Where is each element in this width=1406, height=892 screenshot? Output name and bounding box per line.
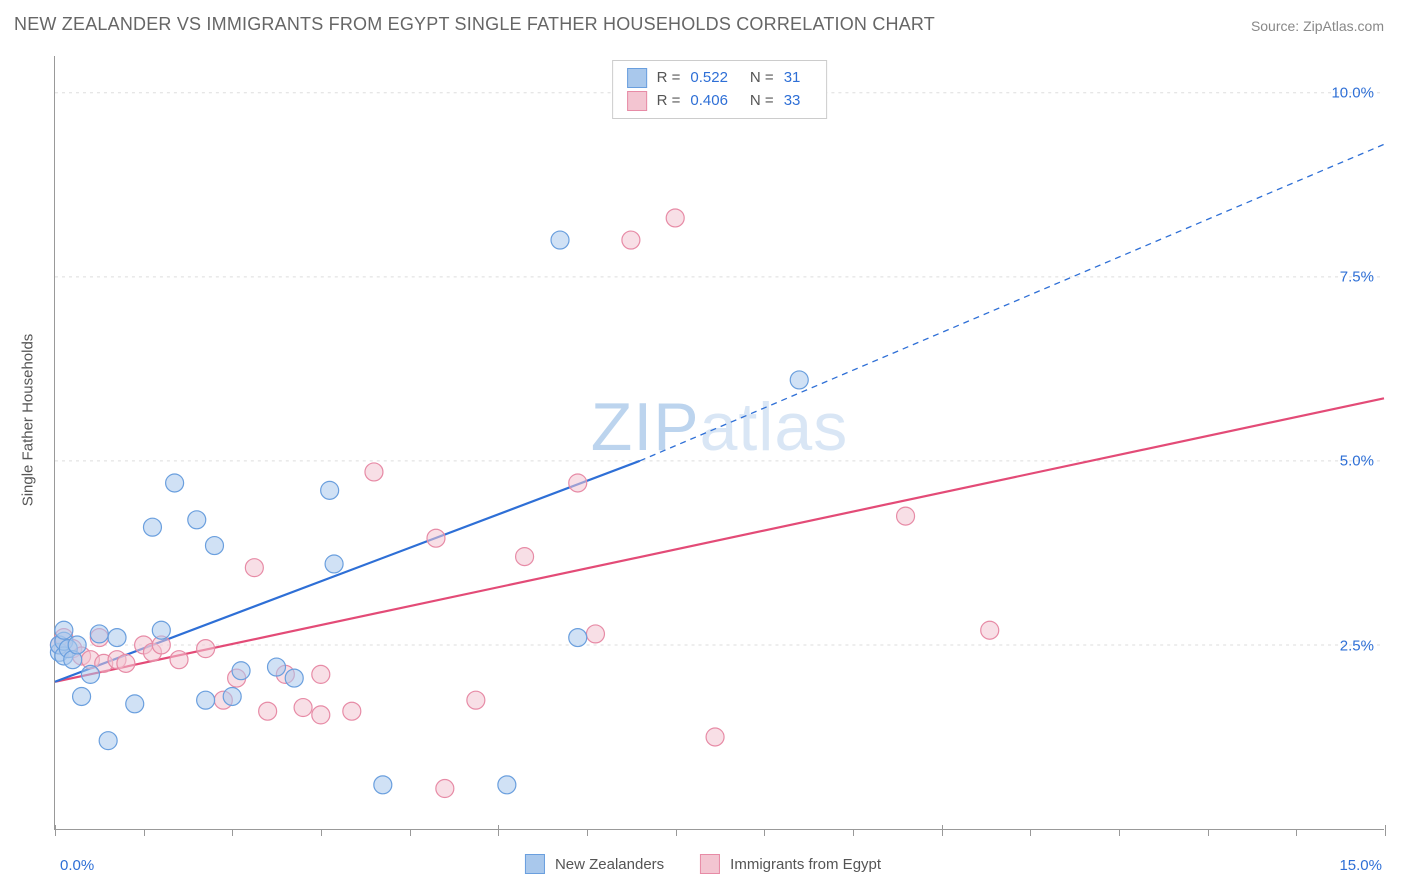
legend-series: New Zealanders Immigrants from Egypt: [525, 854, 881, 874]
x-tick: [55, 825, 56, 836]
legend-r-value-eg: 0.406: [690, 90, 728, 113]
legend-n-label: N =: [750, 67, 774, 90]
x-tick: [1119, 829, 1120, 836]
x-tick: [676, 829, 677, 836]
x-tick: [764, 829, 765, 836]
y-tick-label: 5.0%: [1340, 453, 1374, 470]
x-tick: [1030, 829, 1031, 836]
legend-label-eg: Immigrants from Egypt: [730, 856, 881, 873]
legend-swatch-nz-bottom: [525, 854, 545, 874]
y-tick-label: 7.5%: [1340, 269, 1374, 286]
legend-row-nz: R = 0.522 N = 31: [627, 67, 813, 90]
source-label: Source: ZipAtlas.com: [1251, 18, 1384, 34]
legend-n-value-nz: 31: [784, 67, 801, 90]
x-tick: [144, 829, 145, 836]
legend-swatch-eg: [627, 91, 647, 111]
legend-swatch-nz: [627, 68, 647, 88]
legend-correlation-box: R = 0.522 N = 31 R = 0.406 N = 33: [612, 60, 828, 119]
plot-area: ZIPatlas R = 0.522 N = 31 R = 0.406 N = …: [54, 56, 1384, 830]
x-tick: [587, 829, 588, 836]
x-tick: [942, 825, 943, 836]
chart-title: NEW ZEALANDER VS IMMIGRANTS FROM EGYPT S…: [14, 14, 935, 35]
x-tick: [321, 829, 322, 836]
x-axis-max-label: 15.0%: [1339, 857, 1382, 874]
legend-label-nz: New Zealanders: [555, 856, 664, 873]
x-tick: [853, 829, 854, 836]
y-tick-label: 10.0%: [1331, 84, 1374, 101]
x-tick: [1296, 829, 1297, 836]
x-tick: [1385, 825, 1386, 836]
legend-n-label: N =: [750, 90, 774, 113]
legend-item-eg: Immigrants from Egypt: [700, 854, 881, 874]
x-tick: [410, 829, 411, 836]
x-tick: [498, 825, 499, 836]
plot-svg: [55, 56, 1384, 829]
legend-swatch-eg-bottom: [700, 854, 720, 874]
correlation-chart: NEW ZEALANDER VS IMMIGRANTS FROM EGYPT S…: [0, 0, 1406, 892]
legend-row-eg: R = 0.406 N = 33: [627, 90, 813, 113]
legend-r-value-nz: 0.522: [690, 67, 728, 90]
x-tick: [232, 829, 233, 836]
legend-r-label: R =: [657, 67, 681, 90]
legend-item-nz: New Zealanders: [525, 854, 664, 874]
x-axis-min-label: 0.0%: [60, 857, 94, 874]
legend-n-value-eg: 33: [784, 90, 801, 113]
y-axis-title: Single Father Households: [20, 334, 37, 507]
legend-r-label: R =: [657, 90, 681, 113]
x-tick: [1208, 829, 1209, 836]
y-tick-label: 2.5%: [1340, 637, 1374, 654]
